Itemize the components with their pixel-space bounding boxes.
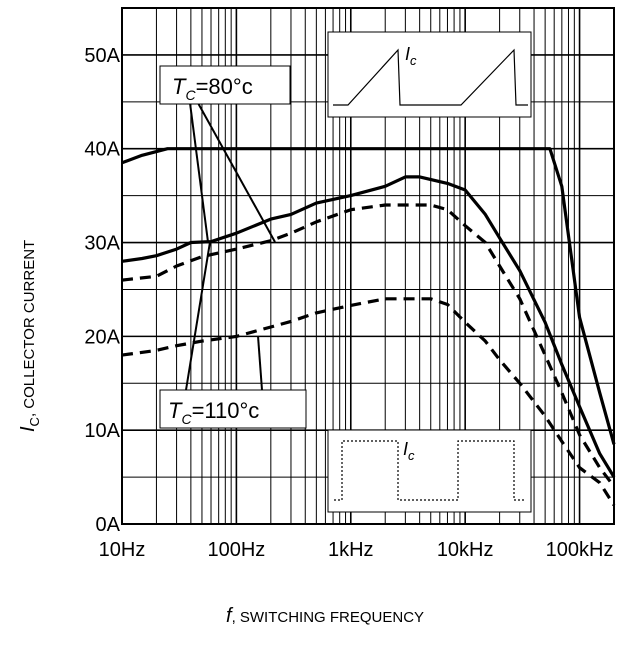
inset-square-var: I xyxy=(403,439,408,459)
tc-80-value: =80°c xyxy=(196,74,253,99)
y-axis-sub: C xyxy=(27,417,42,426)
pointer-line xyxy=(197,102,276,243)
inset-sawtooth: Ic xyxy=(327,31,532,118)
x-axis-rest: , SWITCHING FREQUENCY xyxy=(232,609,425,626)
x-tick-label: 100Hz xyxy=(207,539,265,561)
x-axis-var: f xyxy=(226,605,234,627)
tc-110-sub: C xyxy=(181,411,192,427)
y-tick-label: 40A xyxy=(84,139,120,161)
svg-text:TC=110°c: TC=110°c xyxy=(168,398,259,427)
series-line-2-solid xyxy=(121,175,616,478)
x-tick-label: 10Hz xyxy=(99,539,146,561)
sawtooth-waveform xyxy=(333,48,528,106)
svg-text:Ic: Ic xyxy=(405,44,417,68)
svg-text:TC=80°c: TC=80°c xyxy=(172,74,253,103)
y-tick-label: 0A xyxy=(96,514,121,536)
square-waveform xyxy=(334,440,526,501)
svg-text:Ic: Ic xyxy=(403,439,415,463)
tc-80-var: T xyxy=(172,74,187,99)
x-axis-title: f, SWITCHING FREQUENCY xyxy=(226,605,424,627)
tc-110-annotation: TC=110°c xyxy=(159,389,307,429)
y-tick-label: 50A xyxy=(84,45,120,67)
inset-sawtooth-var: I xyxy=(405,44,410,64)
tc-80-sub: C xyxy=(185,87,196,103)
series-line-3-dashed xyxy=(121,203,616,488)
x-tick-label: 100kHz xyxy=(546,539,614,561)
pointer-line xyxy=(185,241,211,391)
inset-square-sub: c xyxy=(408,448,415,463)
pointer-line xyxy=(189,102,209,243)
y-tick-label: 20A xyxy=(84,326,120,348)
inset-sawtooth-sub: c xyxy=(410,53,417,68)
tc-110-value: =110°c xyxy=(192,398,260,423)
series-line-1-solid xyxy=(121,147,616,445)
y-tick-label: 10A xyxy=(84,420,120,442)
tc-110-var: T xyxy=(168,398,183,423)
inset-square: Ic xyxy=(327,429,532,513)
plot-frame xyxy=(121,7,615,525)
y-tick-label: 30A xyxy=(84,233,120,255)
series-line-4-dashed xyxy=(121,297,616,507)
series-layer xyxy=(121,147,616,507)
pointer-lines xyxy=(185,102,276,391)
y-axis-var: I xyxy=(17,426,39,432)
x-tick-label: 10kHz xyxy=(437,539,494,561)
tc-80-annotation: TC=80°c xyxy=(159,65,291,105)
pointer-line xyxy=(257,335,263,391)
y-axis-title: IC, COLLECTOR CURRENT xyxy=(17,240,42,432)
x-tick-labels: 10Hz 100Hz 1kHz 10kHz 100kHz xyxy=(99,539,614,561)
x-tick-label: 1kHz xyxy=(328,539,374,561)
y-axis-rest: , COLLECTOR CURRENT xyxy=(21,240,38,417)
y-tick-labels: 0A 10A 20A 30A 40A 50A xyxy=(84,45,120,536)
